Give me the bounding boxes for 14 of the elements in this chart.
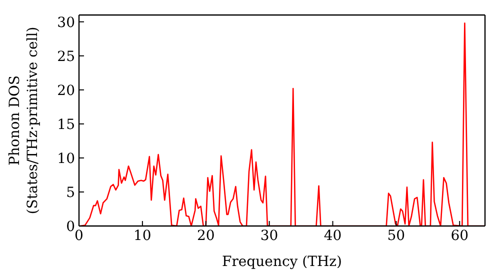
x-tick-label: 40	[324, 228, 342, 244]
x-tick-label: 50	[387, 228, 406, 244]
x-tick-label: 20	[196, 228, 215, 244]
x-axis-title: Frequency (THz)	[222, 254, 342, 270]
y-tick-label: 15	[57, 116, 75, 133]
x-tick-label: 60	[450, 228, 469, 244]
y-tick-label: 5	[66, 184, 75, 201]
y-tick-label: 25	[57, 48, 75, 65]
y-axis-title: Phonon DOS (States/THz·primitive cell)	[7, 26, 41, 214]
y-tick-label: 20	[57, 82, 75, 99]
y-tick-label: 10	[57, 150, 75, 167]
x-tick-label: 10	[134, 228, 152, 244]
x-tick-label: 30	[260, 228, 278, 244]
y-tick-label: 30	[57, 14, 75, 31]
